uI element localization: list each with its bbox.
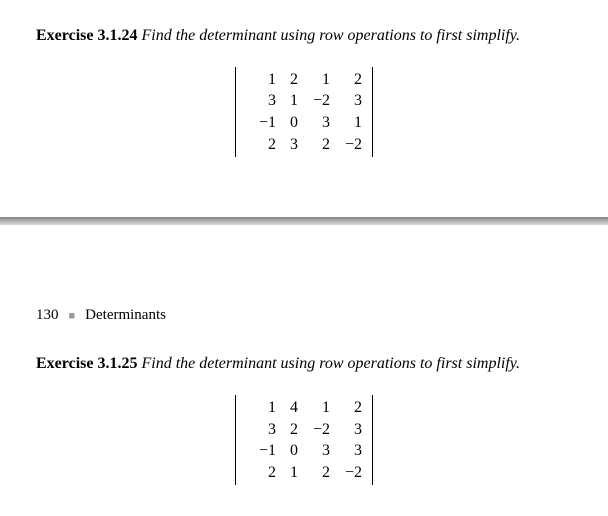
matrix-body: 1 2 1 2 3 1 −2 3 −1 0 3 1 2 3 2 −2 [235,67,373,157]
matrix-row: 3 1 −2 3 [246,90,362,112]
matrix-cell: −1 [246,440,276,462]
matrix-cell: 3 [330,90,362,112]
matrix-cell: 1 [246,69,276,91]
exercise-heading-2: Exercise 3.1.25 Find the determinant usi… [36,354,572,375]
matrix-row: 3 2 −2 3 [246,419,362,441]
matrix-cell: −2 [330,462,362,484]
matrix-cell: 2 [276,419,298,441]
matrix-cell: −1 [246,112,276,134]
exercise-block-2: 130 ■ Determinants Exercise 3.1.25 Find … [0,271,608,515]
matrix-cell: 2 [246,134,276,156]
exercise-label: Exercise 3.1.24 [36,27,137,44]
matrix-cell: 1 [330,112,362,134]
matrix-cell: 1 [276,90,298,112]
matrix-cell: 2 [330,69,362,91]
page-break-gap [0,225,608,271]
matrix-cell: −2 [298,90,330,112]
matrix-row: −1 0 3 3 [246,440,362,462]
matrix-cell: −2 [330,134,362,156]
exercise-prompt: Find the determinant using row operation… [141,27,520,44]
matrix-cell: 1 [246,397,276,419]
matrix-cell: 3 [330,440,362,462]
matrix-cell: 2 [298,462,330,484]
page-break-shadow [0,217,608,225]
matrix-cell: 3 [276,134,298,156]
matrix-cell: 3 [330,419,362,441]
page-header: 130 ■ Determinants [36,307,572,324]
matrix-cell: 2 [330,397,362,419]
determinant-matrix-1: 1 2 1 2 3 1 −2 3 −1 0 3 1 2 3 2 −2 [36,67,572,157]
exercise-heading-1: Exercise 3.1.24 Find the determinant usi… [36,26,572,47]
matrix-body: 1 4 1 2 3 2 −2 3 −1 0 3 3 2 1 2 −2 [235,395,373,485]
exercise-label: Exercise 3.1.25 [36,355,137,372]
matrix-cell: 2 [246,462,276,484]
matrix-row: 2 1 2 −2 [246,462,362,484]
matrix-cell: 1 [298,69,330,91]
matrix-cell: 1 [276,462,298,484]
square-bullet-icon: ■ [69,310,76,322]
matrix-cell: 4 [276,397,298,419]
matrix-row: −1 0 3 1 [246,112,362,134]
matrix-row: 1 4 1 2 [246,397,362,419]
matrix-cell: 2 [298,134,330,156]
matrix-row: 1 2 1 2 [246,69,362,91]
matrix-cell: −2 [298,419,330,441]
matrix-row: 2 3 2 −2 [246,134,362,156]
matrix-cell: 2 [276,69,298,91]
matrix-cell: 0 [276,112,298,134]
matrix-cell: 3 [246,90,276,112]
determinant-matrix-2: 1 4 1 2 3 2 −2 3 −1 0 3 3 2 1 2 −2 [36,395,572,485]
exercise-prompt: Find the determinant using row operation… [141,355,520,372]
matrix-cell: 3 [298,440,330,462]
matrix-cell: 0 [276,440,298,462]
matrix-cell: 3 [246,419,276,441]
chapter-title: Determinants [85,307,166,324]
matrix-cell: 1 [298,397,330,419]
matrix-cell: 3 [298,112,330,134]
exercise-block-1: Exercise 3.1.24 Find the determinant usi… [0,0,608,217]
page-number: 130 [36,307,59,324]
